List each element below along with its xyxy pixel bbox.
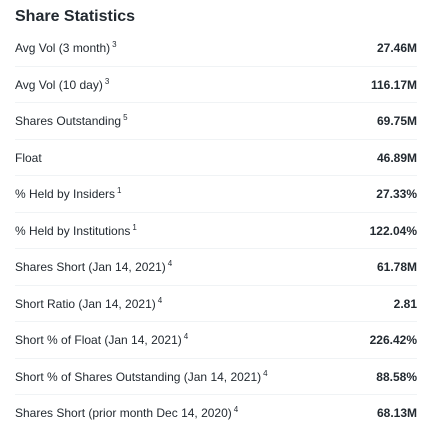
stats-table: Avg Vol (3 month) 3 27.46M Avg Vol (10 da… [0,30,447,432]
row-value: 27.33% [376,187,417,201]
row-label-text: Shares Short (prior month Dec 14, 2020) [15,406,232,420]
table-row: Shares Outstanding 5 69.75M [0,103,447,140]
row-label: Avg Vol (10 day) 3 [15,77,109,93]
row-value: 46.89M [376,150,417,165]
row-value: 122.04% [369,223,417,238]
row-label-text: Short % of Float (Jan 14, 2021) [15,333,182,347]
row-value: 68.13M [376,406,417,420]
footnote-marker: 4 [167,259,173,268]
table-row: Short % of Shares Outstanding (Jan 14, 2… [0,359,447,396]
footnote-marker: 4 [263,368,268,378]
table-row: % Held by Institutions 1 122.04% [0,213,447,250]
row-label: Shares Short (Jan 14, 2021) 4 [15,259,172,275]
row-value: 116.17M [370,77,417,92]
row-label-text: Shares Outstanding [15,114,122,128]
footnote-marker: 4 [233,405,239,414]
row-label: Float [15,150,44,166]
row-value: 61.78M [376,260,417,274]
row-value: 27.46M [376,41,417,55]
row-label-text: Shares Short (Jan 14, 2021) [15,260,166,274]
footnote-marker: 4 [183,332,189,341]
row-label: Shares Short (prior month Dec 14, 2020) 4 [15,405,238,421]
footnote-marker: 4 [157,295,163,305]
row-label: Shares Outstanding 5 [15,113,128,129]
row-label-text: Avg Vol (3 month) [15,41,111,55]
footnote-marker: 3 [104,76,110,86]
row-label-text: Avg Vol (10 day) [15,77,103,92]
row-value: 69.75M [376,114,417,128]
table-row: Float 46.89M [0,140,447,177]
table-row: Shares Short (prior month Dec 14, 2020) 4… [0,395,447,432]
row-label-text: Short Ratio (Jan 14, 2021) [15,296,156,311]
row-value: 88.58% [376,369,417,384]
footnote-marker: 1 [132,222,137,232]
row-label: Short % of Shares Outstanding (Jan 14, 2… [15,369,268,385]
table-row: Short Ratio (Jan 14, 2021) 4 2.81 [0,286,447,323]
table-row: % Held by Insiders 1 27.33% [0,176,447,213]
row-label: % Held by Institutions 1 [15,223,137,239]
row-label: Avg Vol (3 month) 3 [15,40,117,56]
row-label-text: Float [15,150,42,165]
row-value: 2.81 [393,296,417,311]
table-row: Avg Vol (10 day) 3 116.17M [0,67,447,104]
row-value: 226.42% [369,333,417,347]
table-row: Avg Vol (3 month) 3 27.46M [0,30,447,67]
section-title: Share Statistics [15,8,136,25]
row-label: Short Ratio (Jan 14, 2021) 4 [15,296,162,312]
footnote-marker: 5 [123,113,128,122]
table-row: Shares Short (Jan 14, 2021) 4 61.78M [0,249,447,286]
row-label-text: % Held by Institutions [15,223,131,238]
table-row: Short % of Float (Jan 14, 2021) 4 226.42% [0,322,447,359]
footnote-marker: 1 [117,186,122,195]
row-label-text: Short % of Shares Outstanding (Jan 14, 2… [15,369,262,384]
row-label: % Held by Insiders 1 [15,186,122,202]
footnote-marker: 3 [112,40,117,49]
row-label: Short % of Float (Jan 14, 2021) 4 [15,332,188,348]
row-label-text: % Held by Insiders [15,187,116,201]
